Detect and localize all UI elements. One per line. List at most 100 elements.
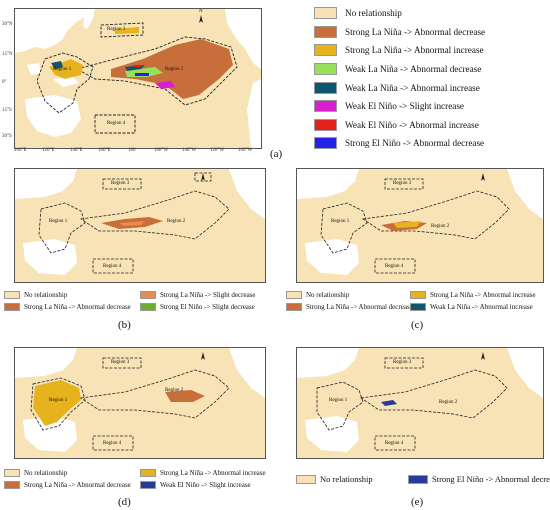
north-arrow-e	[481, 352, 485, 360]
north-arrow-b	[201, 173, 205, 181]
north-arrow-label-a: N	[199, 9, 203, 14]
map-panel-d: Region 3 Region 1 Region 2 Region 4	[14, 347, 266, 459]
region-1-outline-d	[30, 377, 86, 431]
region-2-outline-e	[359, 369, 508, 419]
legend-label: Weak La Niña -> Abnormal increase	[345, 82, 480, 93]
north-arrow-c	[481, 173, 485, 181]
legend-c-item: No relationship	[286, 291, 349, 299]
region-1-label-c: Region 1	[331, 219, 350, 224]
region-2-outline-c	[361, 190, 510, 240]
tick-x-a-3: 160°E	[98, 148, 111, 153]
region-4-outline-b	[92, 258, 134, 274]
legend-label: Strong La Niña -> Abnormal increase	[160, 469, 266, 477]
legend-swatch	[4, 481, 20, 489]
legend-label: Strong La Niña -> Abnormal decrease	[345, 26, 486, 37]
legend-c-item: Weak La Niña -> Abnormal increase	[410, 303, 533, 311]
map-panel-c: Region 3 Region 1 Region 2 Region 4	[296, 168, 544, 283]
legend-a-item: Strong La Niña -> Abnormal increase	[314, 41, 546, 60]
land-aus-b	[23, 239, 77, 275]
region-3-label-d: Region 3	[111, 360, 130, 365]
legend-b-item: No relationship	[4, 291, 67, 299]
legend-swatch	[140, 469, 156, 477]
legend-c-item: Strong La Niña -> Abnormal increase	[410, 291, 536, 299]
panel-label-b: (b)	[118, 319, 131, 331]
legend-swatch	[140, 481, 156, 489]
region-4-label-b: Region 4	[103, 264, 122, 269]
region-1-outline-c	[320, 202, 368, 254]
panel-label-e: (e)	[411, 496, 424, 508]
legend-d-item: No relationship	[4, 469, 67, 477]
legend-d-item: Strong La Niña -> Abnormal decrease	[4, 481, 131, 489]
legend-swatch	[410, 291, 426, 299]
region-1-outline-e	[316, 381, 364, 431]
legend-e-item: No relationship	[296, 474, 373, 484]
land-aus-e	[305, 416, 359, 452]
strong-la-nina-abnormal-decrease-area-d	[165, 390, 205, 402]
weak-la-nina-abnormal-decrease-area	[125, 67, 163, 77]
strong-el-nino-abnormal-decrease-area	[135, 73, 149, 76]
tick-x-a-5: 160°W	[154, 148, 169, 153]
legend-label: Weak El Niño -> Slight increase	[345, 101, 464, 112]
legend-label: Strong La Niña -> Abnormal increase	[345, 45, 484, 56]
strong-la-nina-abnormal-increase-area-a	[115, 27, 139, 34]
legend-label: Strong La Niña -> Abnormal decrease	[24, 481, 131, 489]
tick-x-a-1: 120°E	[42, 148, 55, 153]
legend-swatch	[140, 303, 156, 311]
legend-a-item: Weak La Niña -> Abnormal increase	[314, 78, 546, 97]
tick-x-a-6: 140°W	[182, 148, 197, 153]
map-d-canvas	[15, 348, 265, 452]
legend-swatch	[4, 303, 20, 311]
region-1-label-b: Region 1	[49, 219, 68, 224]
tick-y-a-2: 0°	[2, 80, 7, 85]
legend-label: No relationship	[345, 8, 402, 19]
legend-swatch	[286, 291, 302, 299]
land-asia	[15, 9, 85, 53]
strong-la-nina-slight-decrease-area-b	[119, 221, 145, 226]
region-2-outline-a	[75, 36, 238, 106]
legend-a-item: Weak El Niño -> Slight increase	[314, 97, 546, 116]
panel-a-x-ticks: 100°E 120°E 140°E 160°E 180 160°W 140°W …	[14, 148, 260, 155]
legend-swatch	[408, 474, 428, 484]
land-asia-e	[297, 348, 359, 378]
tick-x-a-0: 100°E	[14, 148, 27, 153]
panel-a-y-ticks: 30°N 15°N 0° 15°S 30°S	[2, 8, 14, 147]
map-e-canvas	[297, 348, 543, 452]
legend-a-item: Strong La Niña -> Abnormal decrease	[314, 23, 546, 42]
legend-swatch	[314, 7, 337, 20]
region-2-label-e: Region 2	[439, 400, 458, 405]
legend-label: Strong El Niño -> Slight decrease	[160, 303, 255, 311]
land-japan	[83, 9, 95, 29]
legend-swatch	[296, 474, 316, 484]
legend-label: Weak La Niña -> Abnormal decrease	[345, 64, 482, 75]
land-aus-c	[305, 239, 359, 275]
region-2-outline-b	[79, 190, 230, 240]
region-3-outline-e	[384, 357, 424, 369]
legend-swatch	[314, 137, 337, 150]
legend-label: Weak La Niña -> Abnormal increase	[430, 303, 533, 311]
panel-label-a: (a)	[270, 148, 283, 160]
land-na-d	[229, 348, 265, 398]
legend-swatch	[314, 44, 337, 57]
region-2-label-c: Region 2	[431, 224, 450, 229]
legend-a-item: Strong El Niño -> Abnormal decrease	[314, 134, 546, 153]
region-3-label-e: Region 3	[393, 360, 412, 365]
legend-swatch	[286, 303, 302, 311]
legend-label: Strong El Niño -> Abnormal decrease	[345, 138, 485, 149]
north-arrow-d	[201, 352, 205, 360]
legend-d-item: Strong La Niña -> Abnormal increase	[140, 469, 266, 477]
map-panel-b: Region 3 Region 1 Region 2 Region 4	[14, 168, 266, 283]
legend-swatch	[314, 100, 337, 113]
land-na-b	[229, 169, 265, 219]
map-b-canvas	[15, 169, 265, 275]
region-4-outline-a	[94, 114, 136, 134]
legend-label: No relationship	[306, 291, 350, 299]
legend-a-item: Weak El Niño -> Abnormal increase	[314, 116, 546, 135]
land-na-c	[507, 169, 543, 219]
legend-swatch	[314, 81, 337, 94]
map-panel-a: Region 3 Region 1 Region 2 Region 4 N	[14, 8, 262, 149]
legend-label: No relationship	[320, 474, 373, 484]
land-asia-b	[15, 169, 77, 199]
land-asia-d	[15, 348, 77, 378]
region-3-label-c: Region 3	[393, 181, 412, 186]
strong-el-nino-abnormal-decrease-area-e	[381, 400, 397, 406]
